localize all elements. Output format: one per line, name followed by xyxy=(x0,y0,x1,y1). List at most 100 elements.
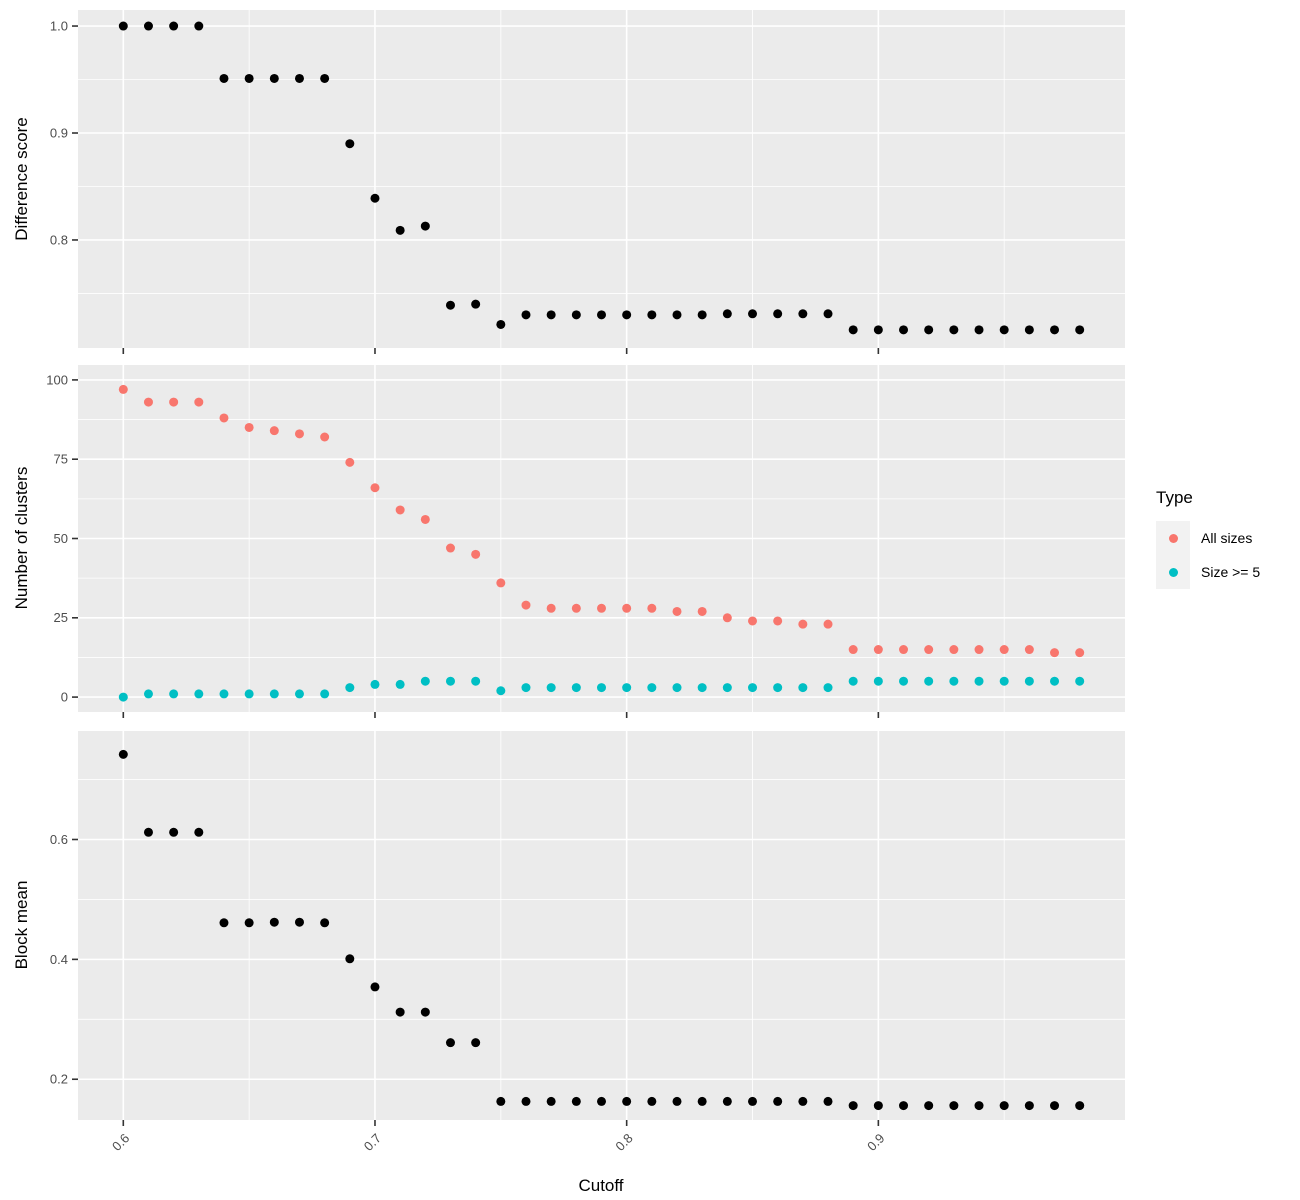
data-point-difference-score xyxy=(672,310,682,320)
data-point-size-5 xyxy=(169,689,179,699)
data-point-difference-score xyxy=(1050,325,1060,335)
data-point-difference-score xyxy=(118,21,128,31)
data-point-all-sizes xyxy=(924,645,934,655)
legend-item-size-ge-5: Size >= 5 xyxy=(1156,555,1260,589)
data-point-difference-score xyxy=(143,21,153,31)
legend-title: Type xyxy=(1156,488,1193,507)
data-point-block-mean xyxy=(320,918,330,928)
y-tick-label: 25 xyxy=(54,610,68,625)
data-point-difference-score xyxy=(269,73,279,83)
data-point-all-sizes xyxy=(672,606,682,616)
data-point-difference-score xyxy=(748,309,758,319)
data-point-size-5 xyxy=(521,683,531,693)
x-axis-title: Cutoff xyxy=(578,1176,624,1195)
data-point-all-sizes xyxy=(571,603,581,613)
data-point-size-5 xyxy=(345,683,355,693)
y-tick-label: 0.4 xyxy=(50,952,68,967)
data-point-all-sizes xyxy=(949,645,959,655)
data-point-all-sizes xyxy=(521,600,531,610)
data-point-difference-score xyxy=(1024,325,1034,335)
data-point-size-5 xyxy=(420,676,430,686)
data-point-block-mean xyxy=(899,1101,909,1111)
data-point-size-5 xyxy=(924,676,934,686)
data-point-size-5 xyxy=(244,689,254,699)
data-point-all-sizes xyxy=(1075,648,1085,658)
data-point-block-mean xyxy=(999,1101,1009,1111)
data-point-size-5 xyxy=(1050,676,1060,686)
data-point-size-5 xyxy=(798,683,808,693)
data-point-block-mean xyxy=(597,1096,606,1106)
data-point-difference-score xyxy=(471,299,481,309)
data-point-difference-score xyxy=(1075,325,1085,335)
data-point-size-5 xyxy=(697,683,707,693)
data-point-difference-score xyxy=(571,310,581,320)
data-point-block-mean xyxy=(1024,1101,1034,1111)
data-point-all-sizes xyxy=(1050,648,1060,658)
legend-dot-size-ge-5-icon xyxy=(1168,567,1178,577)
data-point-block-mean xyxy=(194,827,204,837)
legend: Type All sizes Size >= 5 xyxy=(1156,488,1260,589)
data-point-all-sizes xyxy=(294,429,304,439)
data-point-size-5 xyxy=(219,689,229,699)
data-point-size-5 xyxy=(445,676,455,686)
data-point-block-mean xyxy=(647,1096,657,1106)
data-point-all-sizes xyxy=(899,645,909,655)
data-point-size-5 xyxy=(999,676,1009,686)
data-point-difference-score xyxy=(773,309,783,319)
data-point-all-sizes xyxy=(748,616,758,626)
data-point-difference-score xyxy=(999,325,1009,335)
data-point-difference-score xyxy=(949,325,959,335)
data-point-block-mean xyxy=(244,918,254,928)
data-point-size-5 xyxy=(722,683,732,693)
legend-key-size-ge-5 xyxy=(1156,555,1190,589)
data-point-difference-score xyxy=(873,325,883,335)
panel-background xyxy=(78,731,1125,1120)
x-tick-label: 0.8 xyxy=(612,1131,635,1154)
data-point-all-sizes xyxy=(445,543,455,553)
data-point-difference-score xyxy=(445,300,455,310)
data-point-difference-score xyxy=(370,193,380,203)
data-point-size-5 xyxy=(773,683,783,693)
data-point-difference-score xyxy=(244,73,254,83)
data-point-difference-score xyxy=(597,310,606,320)
data-point-size-5 xyxy=(622,683,632,693)
data-point-block-mean xyxy=(622,1096,632,1106)
data-point-block-mean xyxy=(445,1038,455,1048)
data-point-block-mean xyxy=(420,1007,430,1017)
data-point-size-5 xyxy=(1075,676,1085,686)
legend-label-all-sizes: All sizes xyxy=(1201,530,1253,546)
data-point-all-sizes xyxy=(244,422,254,432)
data-point-all-sizes xyxy=(999,645,1009,655)
data-point-all-sizes xyxy=(722,613,732,623)
data-point-size-5 xyxy=(471,676,481,686)
data-point-all-sizes xyxy=(496,578,506,588)
data-point-difference-score xyxy=(395,225,405,235)
data-point-difference-score xyxy=(496,319,506,329)
data-point-size-5 xyxy=(899,676,909,686)
x-tick-label: 0.9 xyxy=(864,1131,887,1154)
data-point-all-sizes xyxy=(873,645,883,655)
data-point-all-sizes xyxy=(848,645,858,655)
data-point-block-mean xyxy=(294,917,304,927)
data-point-all-sizes xyxy=(798,619,808,629)
data-point-difference-score xyxy=(647,310,657,320)
y-tick-label: 0.9 xyxy=(50,125,68,140)
data-point-block-mean xyxy=(1050,1101,1060,1111)
data-point-all-sizes xyxy=(622,603,632,613)
data-point-size-5 xyxy=(269,689,279,699)
data-point-difference-score xyxy=(924,325,934,335)
data-point-size-5 xyxy=(370,679,380,689)
data-point-all-sizes xyxy=(420,514,430,524)
data-point-block-mean xyxy=(873,1101,883,1111)
y-tick-label: 0 xyxy=(61,690,68,705)
data-point-block-mean xyxy=(169,827,179,837)
data-point-all-sizes xyxy=(194,397,204,407)
series-block-mean xyxy=(118,749,1085,1111)
data-point-all-sizes xyxy=(471,549,481,559)
data-point-difference-score xyxy=(697,310,707,320)
legend-label-size-ge-5: Size >= 5 xyxy=(1201,564,1261,580)
data-point-all-sizes xyxy=(773,616,783,626)
data-point-block-mean xyxy=(546,1096,556,1106)
y-tick-label: 50 xyxy=(54,531,68,546)
